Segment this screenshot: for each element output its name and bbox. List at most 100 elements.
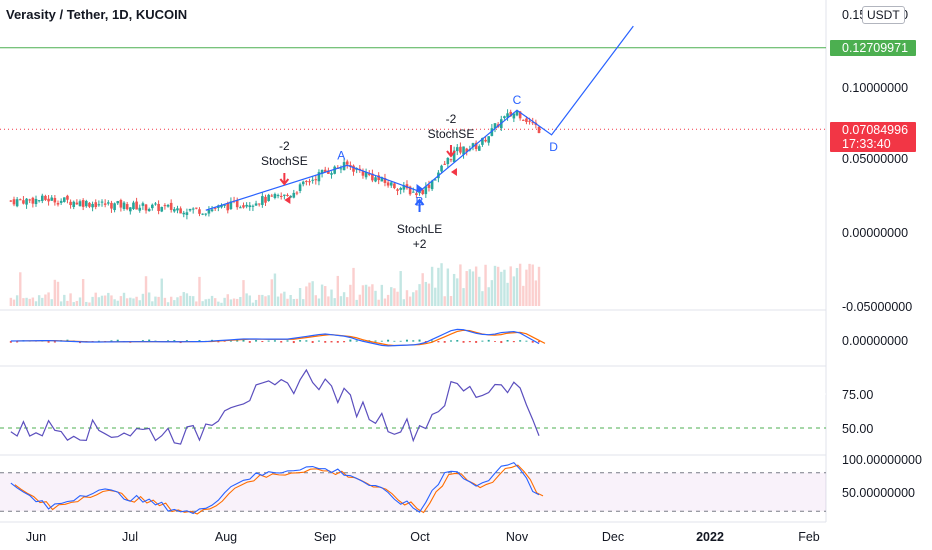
candle-body — [430, 180, 434, 190]
volume-bar — [390, 287, 393, 306]
candle-body — [276, 195, 280, 197]
candle-body — [195, 207, 198, 209]
candle-body — [314, 179, 318, 181]
volume-bar — [364, 284, 368, 306]
macd-histogram-bar — [280, 341, 283, 343]
volume-bar — [25, 297, 28, 306]
currency-select[interactable]: USDT — [862, 6, 905, 24]
volume-bar — [377, 299, 380, 306]
volume-bar — [289, 294, 292, 306]
sell-marker-icon — [450, 168, 457, 176]
volume-bar — [308, 282, 311, 306]
volume-bar — [56, 281, 60, 306]
volume-bar — [50, 299, 53, 306]
macd-histogram-bar — [343, 341, 346, 343]
volume-bar — [44, 294, 47, 306]
candle-body — [443, 163, 446, 165]
candle-body — [182, 212, 186, 215]
candle-body — [311, 179, 314, 181]
candle-body — [207, 210, 211, 214]
macd-histogram-bar — [110, 340, 113, 342]
signal-stochse-1-value: -2 — [279, 139, 290, 153]
candle-body — [75, 202, 79, 205]
candle-body — [242, 205, 245, 208]
candle-body — [210, 209, 214, 212]
candle-body — [471, 143, 475, 148]
stoch-tick: 50.00000000 — [842, 486, 915, 500]
volume-bar — [242, 280, 245, 306]
volume-bar — [342, 292, 346, 306]
candle-body — [481, 137, 484, 145]
buy-marker-icon — [416, 184, 423, 193]
volume-bar — [449, 296, 453, 306]
volume-bar — [154, 296, 157, 306]
macd-histogram-bar — [531, 341, 534, 343]
volume-bar — [512, 276, 516, 306]
volume-bar — [531, 264, 534, 306]
candle-body — [235, 200, 239, 208]
volume-bar — [236, 298, 239, 306]
candle-body — [160, 206, 164, 212]
macd-histogram-bar — [236, 340, 239, 342]
volume-bar — [320, 284, 324, 306]
volume-bar — [258, 294, 261, 306]
candle-body — [12, 199, 16, 205]
macd-histogram-bar — [506, 340, 509, 342]
volume-bar — [31, 297, 35, 306]
stoch-pane[interactable] — [0, 461, 826, 515]
candle-body — [317, 172, 321, 182]
volume-bar — [496, 266, 500, 306]
candle-body — [107, 202, 110, 204]
candle-body — [15, 199, 19, 207]
candle-body — [173, 209, 176, 212]
time-tick: Jul — [122, 530, 138, 544]
macd-histogram-bar — [9, 341, 12, 343]
volume-bar — [298, 288, 302, 306]
macd-histogram-bar — [418, 339, 421, 342]
candle-body — [292, 192, 296, 198]
candle-body — [176, 208, 179, 211]
candle-body — [531, 122, 535, 124]
volume-bar — [97, 297, 101, 306]
candle-body — [427, 184, 431, 188]
candle-body — [229, 201, 233, 210]
macd-histogram-bar — [456, 340, 459, 342]
time-tick: Dec — [602, 530, 624, 544]
candle-body — [94, 202, 98, 208]
volume-bar — [528, 263, 531, 306]
candle-body — [248, 205, 252, 208]
candle-body — [88, 202, 91, 207]
volume-bar — [204, 299, 207, 306]
volume-bar — [201, 301, 204, 306]
rsi-pane[interactable] — [0, 368, 826, 445]
volume-bar — [53, 279, 57, 306]
volume-bar — [119, 296, 123, 306]
candle-body — [305, 180, 308, 182]
candle-body — [320, 169, 324, 174]
candle-body — [129, 207, 132, 212]
volume-bar — [232, 298, 236, 306]
volume-bar — [88, 302, 91, 306]
time-axis[interactable]: Jun Jul Aug Sep Oct Nov Dec 2022 Feb — [26, 530, 820, 544]
candle-body — [273, 193, 277, 198]
candle-body — [44, 195, 47, 200]
price-axis[interactable]: 0.150000000.100000000.050000000.00000000… — [830, 8, 922, 500]
volume-bar — [270, 279, 273, 306]
candle-body — [188, 208, 192, 211]
macd-histogram-bar — [229, 340, 232, 342]
macd-histogram-bar — [223, 341, 226, 342]
macd-histogram-bar — [399, 340, 402, 342]
macd-pane[interactable] — [9, 328, 546, 347]
volume-bar — [286, 298, 289, 306]
volume-bar — [452, 273, 456, 306]
volume-bar — [47, 292, 50, 306]
candle-body — [377, 175, 380, 181]
candle-body — [490, 128, 494, 136]
volume-bar — [75, 300, 79, 306]
sell-arrow-icon — [446, 145, 456, 158]
candle-body — [528, 120, 531, 122]
macd-histogram-bar — [500, 341, 503, 344]
candle-body — [91, 203, 94, 208]
